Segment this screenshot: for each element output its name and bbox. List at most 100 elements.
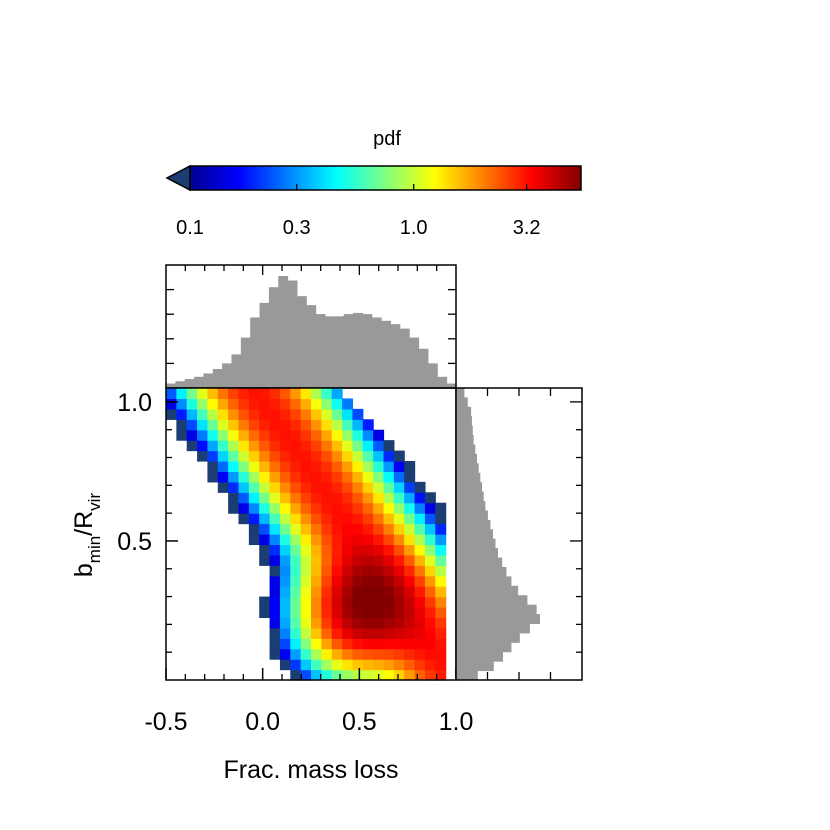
heatmap-cell xyxy=(311,398,322,410)
heatmap-cell xyxy=(393,502,405,514)
heatmap-cell xyxy=(300,534,312,546)
heatmap-cell xyxy=(342,492,354,504)
heatmap-cell xyxy=(362,617,374,629)
heatmap-cell xyxy=(290,388,302,400)
heatmap-cell xyxy=(238,492,250,504)
heatmap-cell xyxy=(248,502,260,514)
heatmap-cell xyxy=(290,638,302,650)
heatmap-cell xyxy=(166,408,177,420)
top-histogram-bar xyxy=(399,328,410,388)
heatmap-cell xyxy=(207,450,219,462)
heatmap-cell xyxy=(207,461,219,473)
heatmap-cell xyxy=(342,565,354,577)
heatmap-cell xyxy=(197,429,209,441)
heatmap-cell xyxy=(414,554,426,566)
heatmap-cell xyxy=(269,388,281,400)
top-histogram-bar xyxy=(268,287,279,388)
heatmap-cell xyxy=(362,659,374,671)
heatmap-cell xyxy=(352,617,364,629)
heatmap-cell xyxy=(383,450,395,462)
right-histogram-bar xyxy=(456,463,479,474)
heatmap-cell xyxy=(424,534,436,546)
heatmap-cell xyxy=(424,523,436,535)
heatmap-cell xyxy=(321,471,333,483)
heatmap-cell xyxy=(342,669,354,681)
top-histogram-bar xyxy=(184,379,195,388)
heatmap-cell xyxy=(331,544,343,556)
heatmap-cell xyxy=(300,440,312,452)
heatmap-cell xyxy=(404,544,416,556)
heatmap-cell xyxy=(279,398,291,410)
heatmap-cell xyxy=(300,607,312,619)
heatmap-cell xyxy=(414,659,426,671)
right-histogram-bar xyxy=(456,576,512,587)
heatmap-cell xyxy=(362,575,374,587)
heatmap-cell xyxy=(300,388,312,400)
heatmap-cell xyxy=(362,669,374,681)
heatmap-cell xyxy=(311,523,322,535)
heatmap-cell xyxy=(383,471,395,483)
heatmap-cell xyxy=(321,575,333,587)
heatmap-cell xyxy=(414,617,426,629)
right-histogram xyxy=(456,388,540,681)
heatmap-cell xyxy=(331,554,343,566)
heatmap-cell xyxy=(279,408,291,420)
heatmap-cell xyxy=(393,617,405,629)
heatmap-cell xyxy=(331,596,343,608)
heatmap-cell xyxy=(404,659,416,671)
heatmap-cell xyxy=(393,627,405,639)
heatmap-cell xyxy=(290,523,302,535)
top-histogram-bar xyxy=(296,296,307,388)
heatmap-cell xyxy=(311,669,322,681)
heatmap-cell xyxy=(393,669,405,681)
heatmap-cell xyxy=(342,408,354,420)
heatmap-cell xyxy=(352,648,364,660)
heatmap-cell xyxy=(321,554,333,566)
heatmap-cell xyxy=(300,627,312,639)
heatmap-cell xyxy=(362,502,374,514)
heatmap-cell xyxy=(373,659,385,671)
heatmap-cell xyxy=(393,471,405,483)
heatmap-cell xyxy=(362,461,374,473)
heatmap-cell xyxy=(166,398,177,410)
heatmap-cell xyxy=(373,575,385,587)
colorbar-under-arrow xyxy=(165,164,191,192)
colorbar-tick-label: 0.1 xyxy=(176,217,204,239)
heatmap-cell xyxy=(362,419,374,431)
heatmap-cell xyxy=(404,648,416,660)
heatmap-cell xyxy=(331,565,343,577)
heatmap-cell xyxy=(269,575,281,587)
heatmap-cell xyxy=(331,408,343,420)
right-histogram-bar xyxy=(456,538,496,549)
right-histogram-bar xyxy=(456,670,478,681)
heatmap-cell xyxy=(404,492,416,504)
heatmap-cell xyxy=(404,575,416,587)
heatmap-cell xyxy=(373,607,385,619)
heatmap-cell xyxy=(321,440,333,452)
colorbar xyxy=(189,165,582,191)
heatmap-cell xyxy=(321,648,333,660)
heatmap-cell xyxy=(228,429,240,441)
heatmap-cell xyxy=(279,513,291,525)
heatmap-cell xyxy=(331,481,343,493)
heatmap-cell xyxy=(321,617,333,629)
heatmap-cell xyxy=(342,419,354,431)
heatmap-cell xyxy=(207,419,219,431)
heatmap-cell xyxy=(414,627,426,639)
heatmap-cell xyxy=(404,596,416,608)
x-tick-label: 0.5 xyxy=(342,708,377,736)
heatmap-cell xyxy=(352,534,364,546)
heatmap-cell xyxy=(311,659,322,671)
right-histogram-bar xyxy=(456,604,537,615)
heatmap-cell xyxy=(393,596,405,608)
heatmap-cell xyxy=(342,659,354,671)
heatmap-cell xyxy=(290,429,302,441)
heatmap-cell xyxy=(290,617,302,629)
colorbar-tick-label: 0.3 xyxy=(283,217,311,239)
right-histogram-bar xyxy=(456,501,486,511)
heatmap-cell xyxy=(248,440,260,452)
heatmap-cell xyxy=(207,398,219,410)
heatmap-cell xyxy=(331,523,343,535)
heatmap-cell xyxy=(383,492,395,504)
